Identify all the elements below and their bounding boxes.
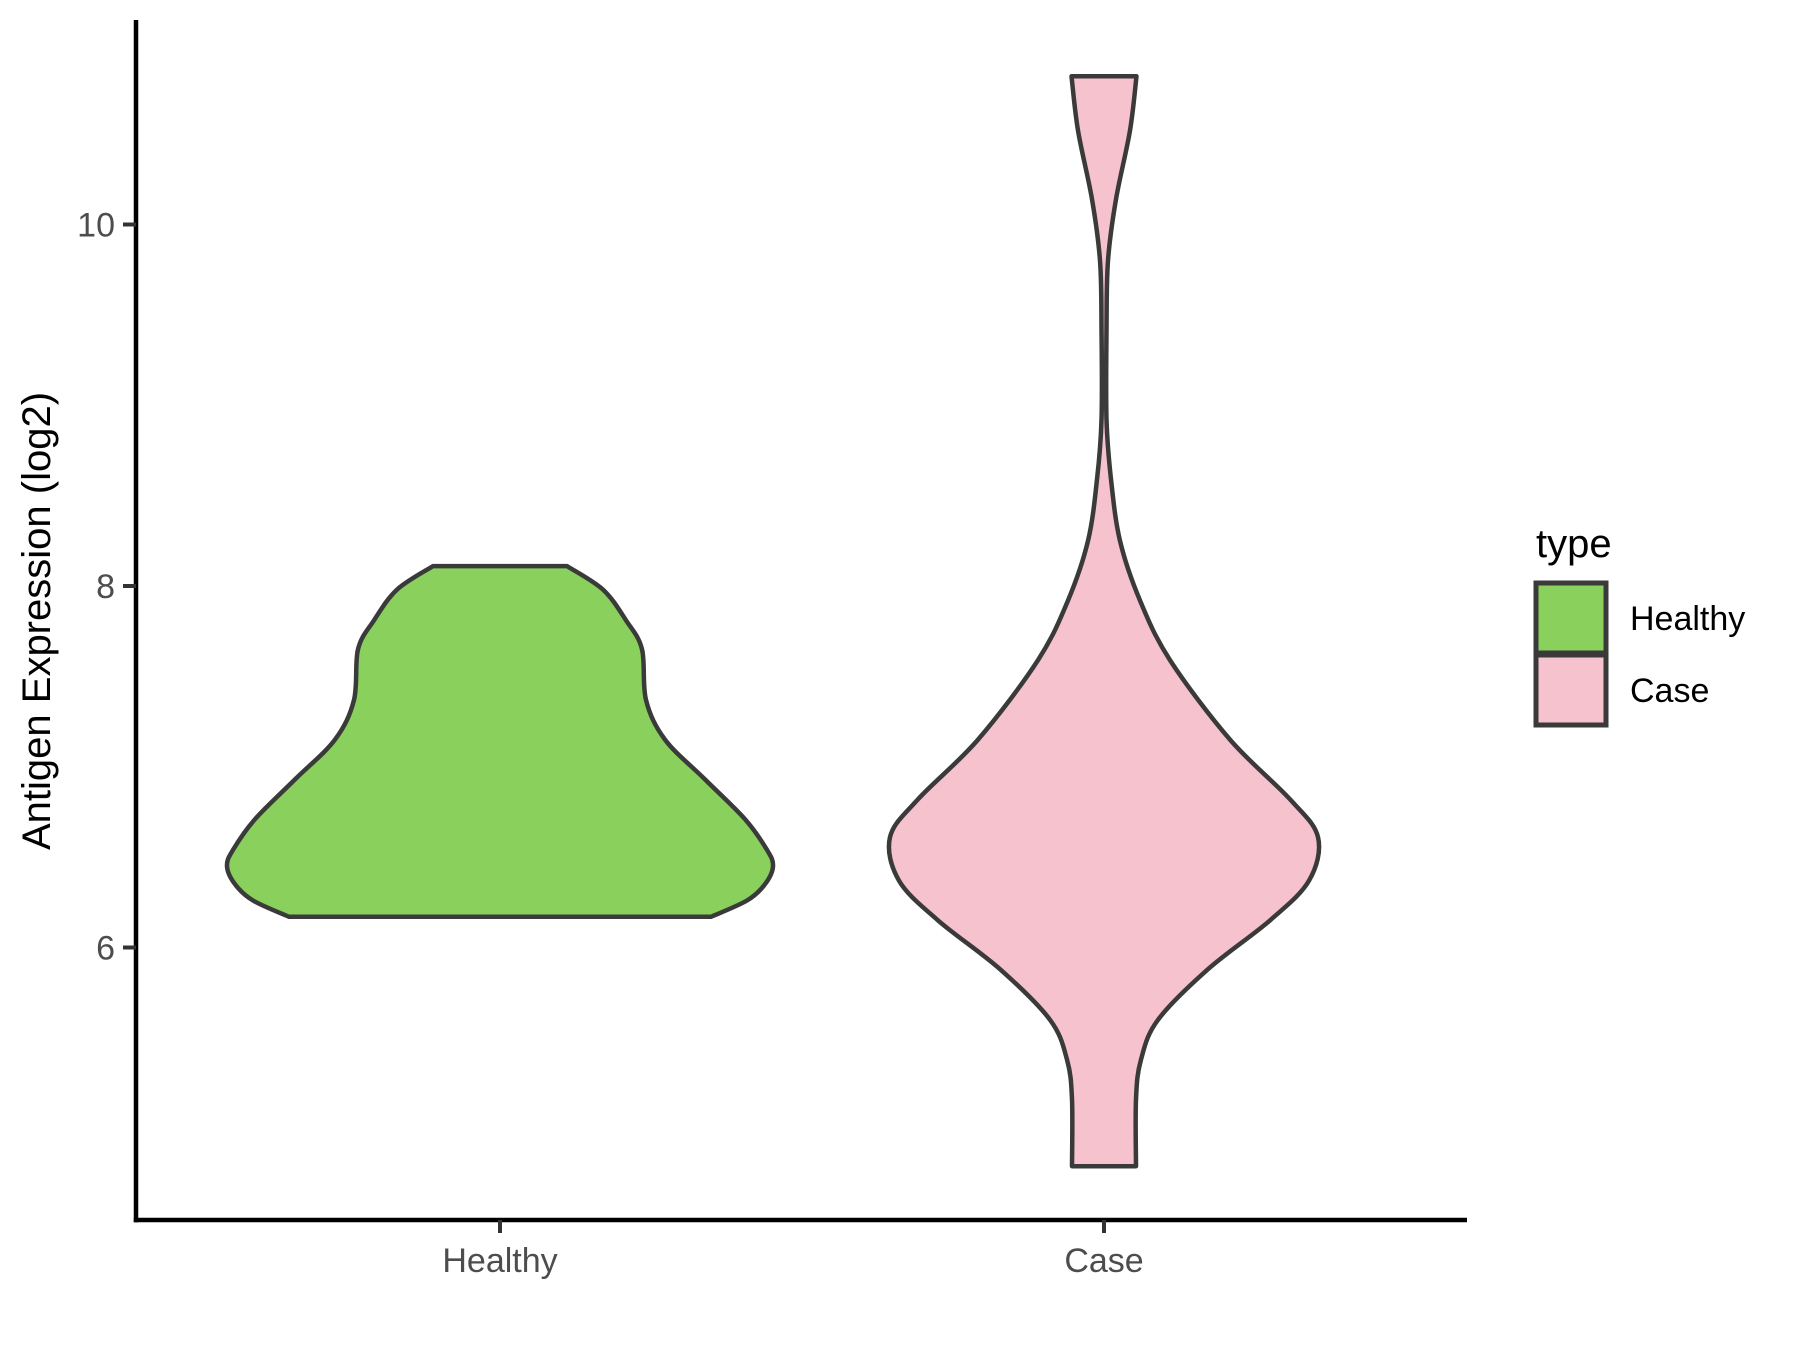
violin-shapes (224, 74, 1322, 1169)
y-tick-label: 6 (96, 930, 115, 968)
legend-key-case (1533, 652, 1609, 728)
legend-label-healthy: Healthy (1630, 600, 1745, 638)
x-category-label: Healthy (442, 1242, 557, 1280)
y-tick-label: 8 (96, 568, 115, 606)
legend: type Healthy Case (1533, 522, 1745, 728)
legend-title: type (1536, 522, 1612, 566)
legend-key-healthy (1533, 580, 1609, 656)
legend-label-case: Case (1630, 672, 1709, 710)
y-tick-label: 10 (77, 207, 115, 245)
x-category-label: Case (1064, 1242, 1143, 1280)
y-axis-title: Antigen Expression (log2) (15, 392, 59, 850)
violin-healthy (224, 563, 776, 920)
axis-ticks: 6 8 10 Healthy Case (77, 207, 1144, 1281)
violin-case (886, 74, 1322, 1169)
